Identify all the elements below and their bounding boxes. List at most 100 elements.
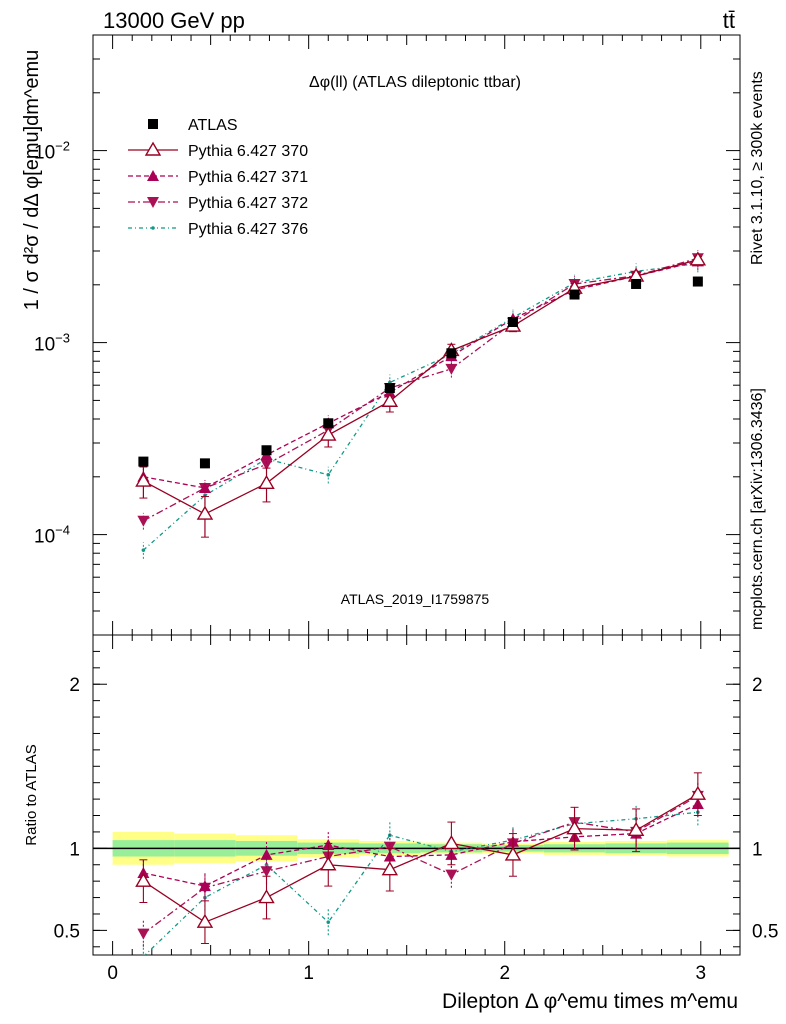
series-1 — [135, 251, 707, 538]
ratio-line — [143, 793, 699, 923]
legend-label: Pythia 6.427 371 — [188, 169, 308, 186]
data-point — [689, 251, 707, 266]
rivet-label: Rivet 3.1.10, ≥ 300k events — [749, 71, 766, 265]
data-point — [381, 392, 399, 407]
legend-label: Pythia 6.427 372 — [188, 195, 308, 212]
y-tick-label: 0.5 — [752, 921, 778, 942]
data-point — [260, 459, 273, 471]
y-tick-label: 1 — [69, 839, 80, 860]
data-point — [199, 458, 210, 469]
main-panel: 10−4 10−3 10−2 Δφ(ll) (ATLAS dileptonic tt… — [21, 34, 741, 636]
ratio-point — [381, 861, 399, 876]
legend-marker — [151, 226, 155, 230]
ratio-series-0 — [135, 772, 707, 945]
y-tick-label: 0.5 — [54, 921, 80, 942]
data-point — [138, 456, 149, 467]
ratio-ticks: 0.5 0.5 1 1 2 2 0 1 2 3 — [54, 635, 778, 984]
data-point — [692, 276, 703, 287]
legend-marker — [144, 141, 162, 156]
series-4 — [141, 255, 700, 559]
main-ticks: 10−4 10−3 10−2 — [34, 34, 740, 636]
data-point — [323, 418, 334, 429]
ratio-series — [135, 772, 707, 955]
ratio-xlabel: Dilepton Δ φ^emu times m^emu — [442, 990, 738, 1013]
data-point — [507, 317, 518, 328]
ratio-series-2 — [137, 782, 704, 947]
ratio-point — [196, 913, 214, 928]
legend-entry: Pythia 6.427 376 — [128, 221, 308, 238]
ratio-point — [198, 880, 211, 892]
data-point — [261, 445, 272, 456]
header-right-label: tt̄ — [723, 8, 735, 33]
legend-marker — [147, 197, 159, 208]
legend-entry: Pythia 6.427 371 — [128, 169, 308, 186]
data-point — [320, 426, 337, 441]
ratio-point — [320, 856, 337, 871]
y-tick-label: 10−4 — [34, 523, 70, 548]
ratio-point — [689, 785, 707, 800]
y-tick-label: 10−3 — [34, 331, 70, 356]
ratio-point — [258, 889, 275, 904]
ratio-point — [135, 872, 152, 887]
data-point — [569, 289, 580, 300]
x-tick-label: 0 — [107, 963, 118, 984]
y-tick-label: 1 — [752, 839, 763, 860]
ratio-point — [443, 835, 460, 850]
series-line — [143, 257, 699, 522]
data-point — [326, 472, 331, 477]
ratio-band — [93, 831, 740, 865]
data-point — [137, 515, 150, 527]
data-point — [258, 474, 275, 490]
ratio-point — [445, 869, 458, 881]
ratio-point — [260, 866, 273, 878]
ratio-ylabel: Ratio to ATLAS — [23, 744, 40, 845]
data-point — [196, 505, 214, 520]
ratio-series-group — [135, 772, 707, 955]
ratio-point — [504, 846, 522, 861]
ratio-line — [144, 811, 698, 955]
ratio-point — [627, 821, 645, 836]
ratio-point — [264, 862, 269, 867]
ratio-point — [566, 820, 583, 835]
x-tick-label: 3 — [695, 963, 706, 984]
data-point — [445, 363, 458, 375]
series-line — [143, 259, 699, 515]
legend-entry: Pythia 6.427 372 — [128, 195, 308, 212]
legend-entry: Pythia 6.427 370 — [128, 141, 308, 160]
legend-label: ATLAS — [188, 117, 238, 134]
series-line — [142, 262, 698, 551]
ratio-line — [142, 795, 699, 935]
data-point — [135, 472, 152, 487]
data-point — [141, 548, 146, 552]
ratio-point — [260, 848, 273, 860]
legend-marker — [147, 170, 159, 181]
x-tick-label: 1 — [303, 963, 314, 984]
main-title: Δφ(ll) (ATLAS dileptonic ttbar) — [309, 74, 521, 91]
ratio-frame — [92, 634, 741, 956]
y-tick-label: 10−2 — [34, 139, 70, 164]
data-point — [631, 278, 642, 289]
series-3 — [137, 250, 704, 530]
x-tick-label: 2 — [499, 963, 510, 984]
legend-entry: ATLAS — [148, 117, 238, 134]
legend-label: Pythia 6.427 370 — [188, 143, 308, 160]
watermark: ATLAS_2019_I1759875 — [341, 591, 490, 607]
main-series — [135, 250, 707, 559]
ratio-point — [326, 920, 331, 924]
ratio-point — [383, 841, 396, 853]
data-point — [198, 481, 211, 493]
mcplots-label: mcplots.cern.ch [arXiv:1306.3436] — [749, 388, 766, 630]
ratio-series-3 — [142, 799, 700, 955]
legend: ATLAS Pythia 6.427 370 Pythia 6.427 371 Pyt… — [128, 117, 308, 238]
main-ylabel: 1 / σ d²σ / dΔ φ[emu]dm^emu — [21, 50, 43, 311]
series-line — [143, 260, 698, 489]
data-point — [446, 348, 457, 359]
legend-label: Pythia 6.427 376 — [188, 221, 308, 238]
legend-marker — [148, 119, 158, 129]
ratio-point — [142, 954, 145, 955]
ratio-panel: 0.5 0.5 1 1 2 2 0 1 2 3 Ratio to ATLAS Dilepton Δ… — [23, 634, 778, 1013]
ratio-line — [143, 803, 699, 887]
series-0 — [138, 276, 703, 469]
y-tick-label: 2 — [69, 675, 80, 696]
